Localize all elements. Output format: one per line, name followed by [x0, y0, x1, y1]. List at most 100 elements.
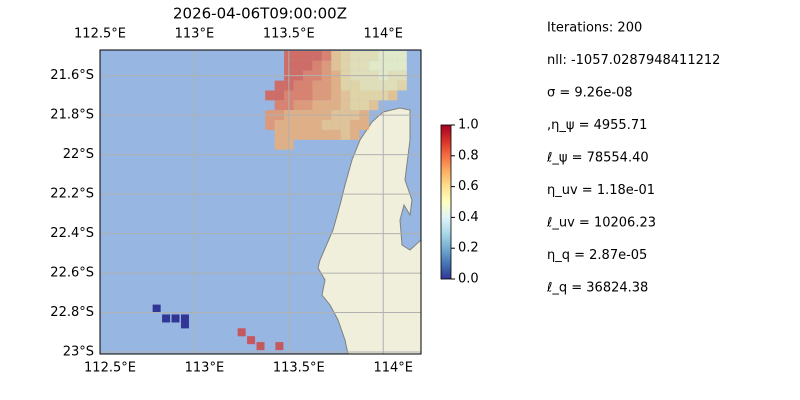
info-line: ℓ_q = 36824.38 — [546, 281, 648, 296]
colorbar-label: 0.0 — [458, 272, 479, 287]
heat-cell — [275, 342, 284, 351]
lat-label: 22.8°S — [50, 305, 94, 320]
lon-label-top: 113.5°E — [263, 27, 315, 42]
heat-cell — [293, 90, 303, 101]
heat-cell — [237, 328, 246, 337]
heat-cell — [359, 50, 370, 61]
heat-cell — [350, 50, 360, 61]
heat-cell — [350, 90, 360, 101]
lat-label: 22°S — [63, 147, 94, 162]
heat-cell — [331, 90, 341, 101]
info-line: ,η_ψ = 4955.71 — [547, 118, 647, 133]
heat-cell — [265, 90, 275, 101]
lon-label-top: 112.5°E — [74, 27, 126, 42]
heat-cell — [369, 90, 379, 101]
heat-cell — [369, 50, 379, 61]
heat-cell — [321, 50, 332, 61]
heat-cell — [312, 100, 322, 111]
heat-cell — [359, 120, 370, 130]
lat-label: 21.6°S — [50, 68, 94, 83]
heat-cell — [312, 90, 322, 101]
heat-cell — [312, 50, 322, 61]
heat-cell — [340, 50, 351, 61]
heat-cell — [350, 120, 360, 130]
heat-cell — [312, 129, 322, 140]
colorbar — [440, 124, 452, 280]
heat-cell — [312, 120, 322, 130]
heat-cell — [274, 100, 285, 111]
heat-cell — [152, 304, 161, 313]
heat-cell — [331, 129, 341, 140]
heat-cell — [293, 60, 303, 71]
heat-cell — [274, 139, 285, 150]
heat-cell — [274, 120, 285, 130]
heat-cell — [302, 90, 313, 101]
info-line: η_uv = 1.18e-01 — [547, 183, 655, 198]
heat-cell — [331, 100, 341, 111]
heat-cell — [369, 60, 379, 71]
heat-cell — [293, 50, 303, 61]
land — [317, 107, 421, 354]
heat-cell — [340, 90, 351, 101]
colorbar-label: 0.4 — [458, 210, 479, 225]
heat-cell — [350, 60, 360, 71]
heat-cell — [359, 100, 370, 111]
heat-cell — [180, 320, 189, 329]
info-line: nll: -1057.0287948411212 — [547, 53, 720, 68]
heat-cell — [340, 120, 351, 130]
heat-cell — [312, 60, 322, 71]
colorbar-label: 1.0 — [458, 118, 479, 133]
heat-cell — [331, 120, 341, 130]
lat-label: 22.2°S — [50, 187, 94, 202]
lon-label-top: 113°E — [175, 27, 215, 42]
lon-label-bottom: 114°E — [373, 361, 413, 376]
heat-cell — [274, 129, 285, 140]
heat-cell — [265, 120, 275, 130]
heat-cell — [293, 100, 303, 111]
heat-cell — [387, 50, 398, 61]
info-line: ℓ_ψ = 78554.40 — [546, 151, 649, 166]
heat-cell — [321, 90, 332, 101]
heat-cell — [256, 342, 265, 351]
heat-cell — [331, 80, 341, 91]
heat-cell — [387, 90, 398, 101]
heat-cell — [302, 80, 313, 91]
heat-cell — [331, 50, 341, 61]
heat-cell — [162, 314, 171, 323]
heat-cell — [321, 80, 332, 91]
heat-cell — [302, 50, 313, 61]
heat-cell — [350, 80, 360, 91]
info-line: σ = 9.26e-08 — [547, 86, 633, 101]
lat-label: 21.8°S — [50, 108, 94, 123]
heat-cell — [350, 100, 360, 111]
heat-cell — [387, 80, 398, 91]
colorbar-label: 0.2 — [458, 241, 479, 256]
heat-cell — [302, 60, 313, 71]
heat-cell — [369, 80, 379, 91]
heat-cell — [293, 80, 303, 91]
heat-cell — [274, 80, 285, 91]
lon-label-bottom: 113°E — [185, 361, 225, 376]
info-line: ℓ_uv = 10206.23 — [546, 216, 656, 231]
lon-label-top: 114°E — [363, 27, 403, 42]
heat-cell — [369, 100, 379, 111]
heat-cell — [302, 100, 313, 111]
info-line: Iterations: 200 — [547, 21, 642, 36]
heat-cell — [321, 60, 332, 71]
lat-label: 22.4°S — [50, 226, 94, 241]
heat-cell — [340, 80, 351, 91]
heat-cell — [387, 60, 398, 71]
heat-cell — [331, 60, 341, 71]
heat-cell — [350, 129, 360, 140]
heat-cell — [274, 90, 285, 101]
heat-cell — [302, 129, 313, 140]
heat-cell — [321, 129, 332, 140]
heat-cell — [397, 80, 407, 91]
axes-frame — [99, 49, 422, 355]
lat-label: 23°S — [63, 345, 94, 360]
heat-cell — [180, 314, 189, 323]
heat-cell — [321, 100, 332, 111]
heat-cell — [312, 80, 322, 91]
colorbar-label: 0.8 — [458, 148, 479, 163]
